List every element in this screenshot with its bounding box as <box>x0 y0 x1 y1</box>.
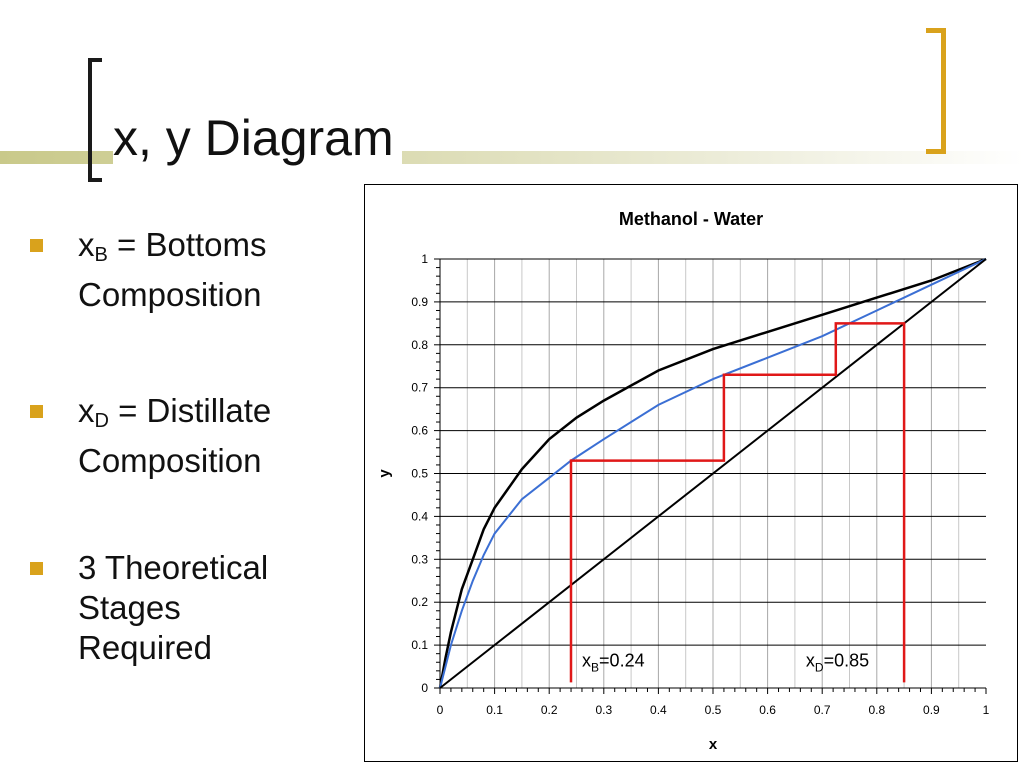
y-tick-label: 0.9 <box>411 295 428 309</box>
series-operating-line <box>439 258 987 689</box>
x-tick-label: 0.2 <box>541 703 558 717</box>
x-tick-label: 0.3 <box>595 703 612 717</box>
y-tick-label: 0.2 <box>411 595 428 609</box>
bullet-line2: Stages <box>78 589 181 626</box>
y-tick-label: 0.7 <box>411 381 428 395</box>
bullet-line2: Composition <box>78 442 262 479</box>
chart-title: Methanol - Water <box>619 209 763 229</box>
title-bracket-right <box>926 28 946 154</box>
annotation-xb: xB=0.24 <box>582 651 645 675</box>
bullet-var-sub: B <box>94 244 108 266</box>
x-tick-label: 0.5 <box>705 703 722 717</box>
x-tick-label: 0.8 <box>868 703 885 717</box>
x-tick-label: 0.9 <box>923 703 940 717</box>
series-equilibrium-line <box>438 257 987 689</box>
bullet-var-sub: D <box>94 410 109 432</box>
y-tick-label: 0.3 <box>411 552 428 566</box>
bullet-marker <box>30 562 43 575</box>
y-tick-label: 0 <box>421 681 428 695</box>
annotation-xd: xD=0.85 <box>806 651 869 675</box>
bullet-line2: Composition <box>78 276 262 313</box>
bullet-var: x <box>78 226 95 263</box>
chart-frame: 0 0.1 0.2 0.3 0.4 0.5 0.6 0.7 0.8 0.9 1 0 0.1 0.2 0.3 0… <box>364 184 1018 762</box>
x-axis-label: x <box>709 736 718 753</box>
bullet-line1: 3 Theoretical <box>78 549 269 586</box>
bullet-text: 3 Theoretical Stages Required <box>78 548 268 668</box>
y-tick-label: 0.5 <box>411 467 428 481</box>
y-tick-label: 0.6 <box>411 424 428 438</box>
x-tick-label: 1 <box>983 703 990 717</box>
bullet-line3: Required <box>78 629 212 666</box>
x-tick-label: 0 <box>437 703 444 717</box>
y-tick-label: 1 <box>421 252 428 266</box>
y-tick-label: 0.8 <box>411 338 428 352</box>
series-diagonal-line <box>439 258 987 689</box>
series-stages-line <box>569 322 906 683</box>
y-tick-label: 0.4 <box>411 509 428 523</box>
bullet-var: x <box>78 392 95 429</box>
bullet-line1: = Bottoms <box>107 226 267 263</box>
x-tick-label: 0.6 <box>759 703 776 717</box>
bullet-marker <box>30 405 43 418</box>
bullet-text: xB = Bottoms Composition <box>78 225 267 315</box>
y-tick-label: 0.1 <box>411 638 428 652</box>
bullet-text: xD = Distillate Composition <box>78 391 271 481</box>
mccabe-thiele-chart: 0 0.1 0.2 0.3 0.4 0.5 0.6 0.7 0.8 0.9 1 0 0.1 0.2 0.3 0… <box>376 209 990 753</box>
x-tick-label: 0.7 <box>814 703 831 717</box>
slide-title: x, y Diagram <box>113 105 402 171</box>
y-axis-label: y <box>376 469 393 478</box>
x-tick-label: 0.1 <box>486 703 503 717</box>
x-tick-label: 0.4 <box>650 703 667 717</box>
title-bracket-left <box>88 58 102 182</box>
bullet-marker <box>30 239 43 252</box>
bullet-line1: = Distillate <box>108 392 272 429</box>
